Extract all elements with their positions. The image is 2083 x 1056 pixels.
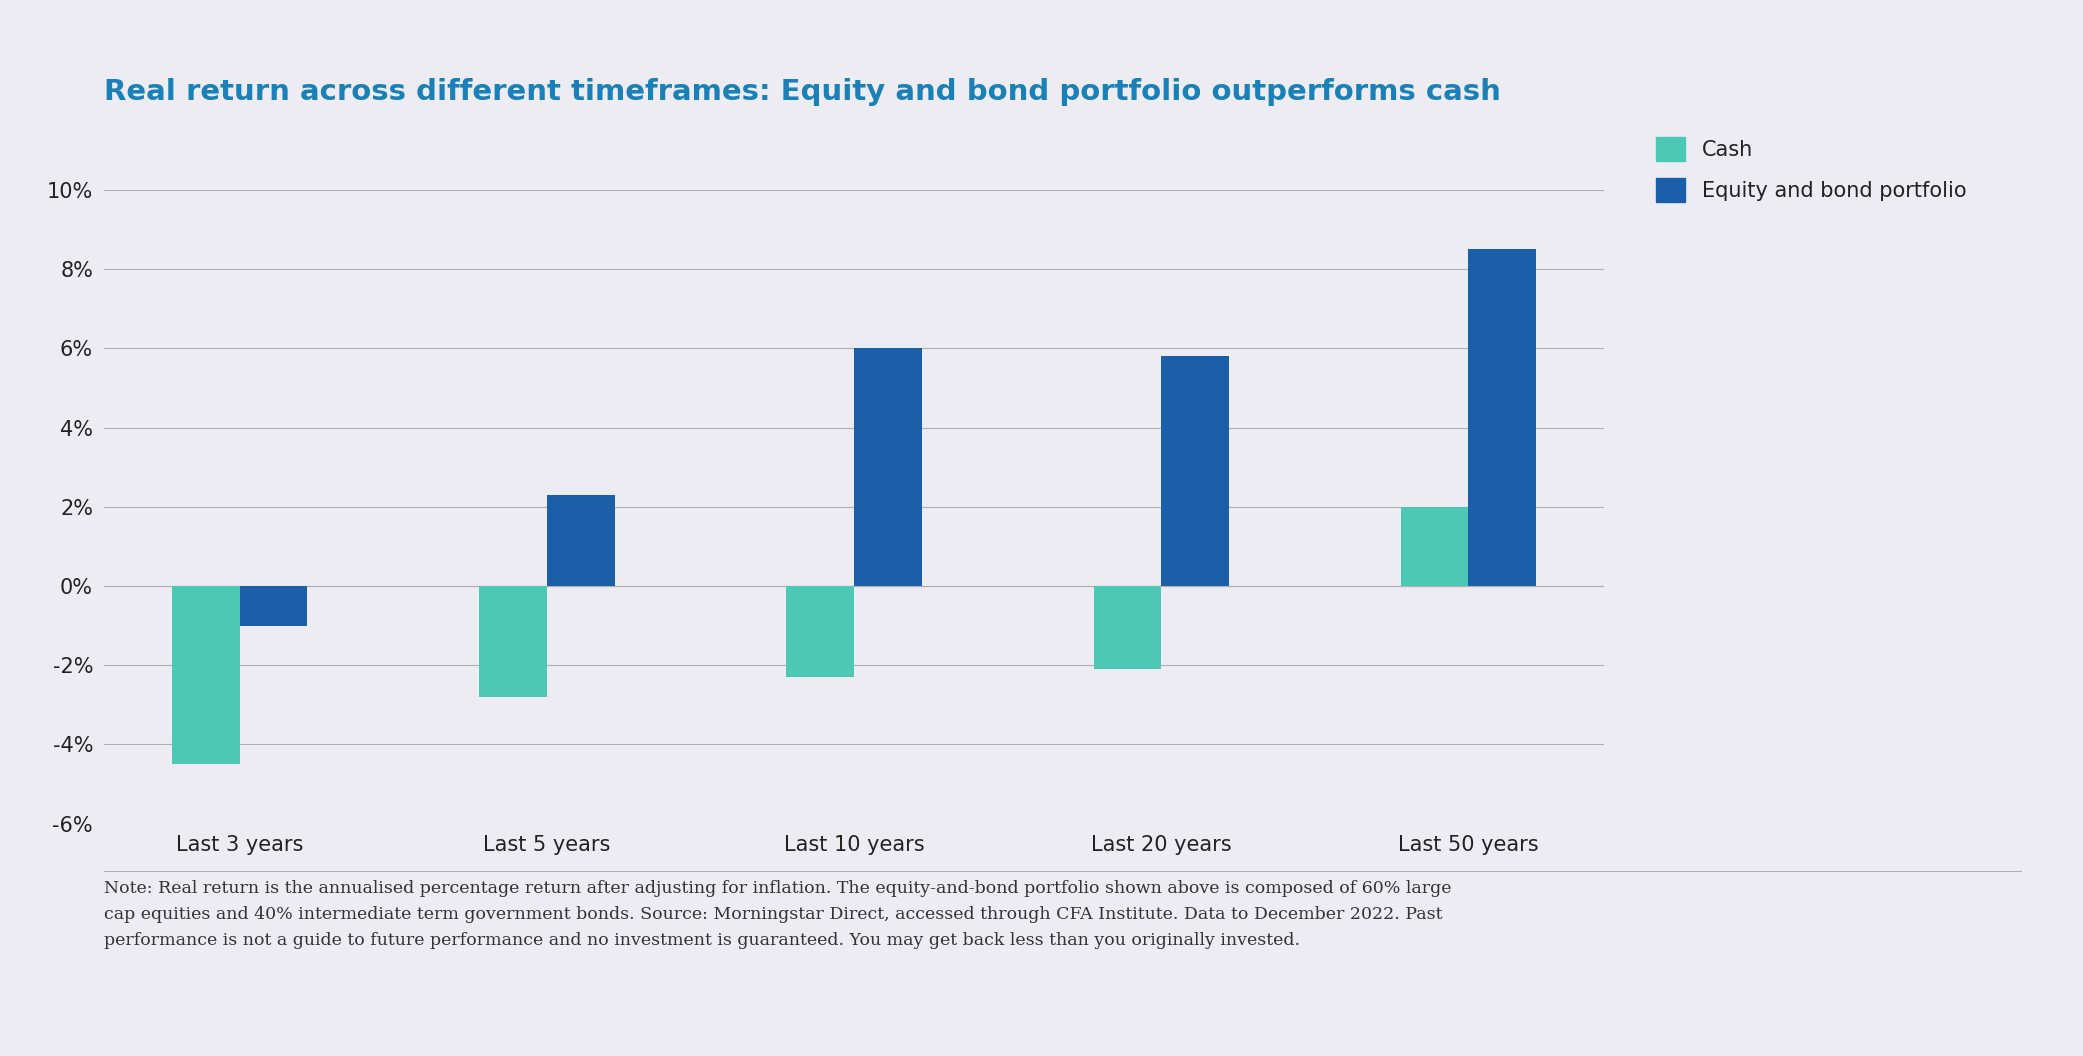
Bar <box>240 586 308 625</box>
Text: Real return across different timeframes: Equity and bond portfolio outperforms c: Real return across different timeframes:… <box>104 77 1502 106</box>
Bar <box>854 348 921 586</box>
Bar <box>1160 357 1229 586</box>
Bar <box>1094 586 1160 670</box>
Bar <box>479 586 548 697</box>
Bar <box>787 586 854 677</box>
Bar <box>173 586 240 765</box>
Bar <box>548 495 614 586</box>
Text: Note: Real return is the annualised percentage return after adjusting for inflat: Note: Real return is the annualised perc… <box>104 880 1452 949</box>
Bar <box>1400 507 1469 586</box>
Legend: Cash, Equity and bond portfolio: Cash, Equity and bond portfolio <box>1656 137 1966 202</box>
Bar <box>1469 249 1535 586</box>
